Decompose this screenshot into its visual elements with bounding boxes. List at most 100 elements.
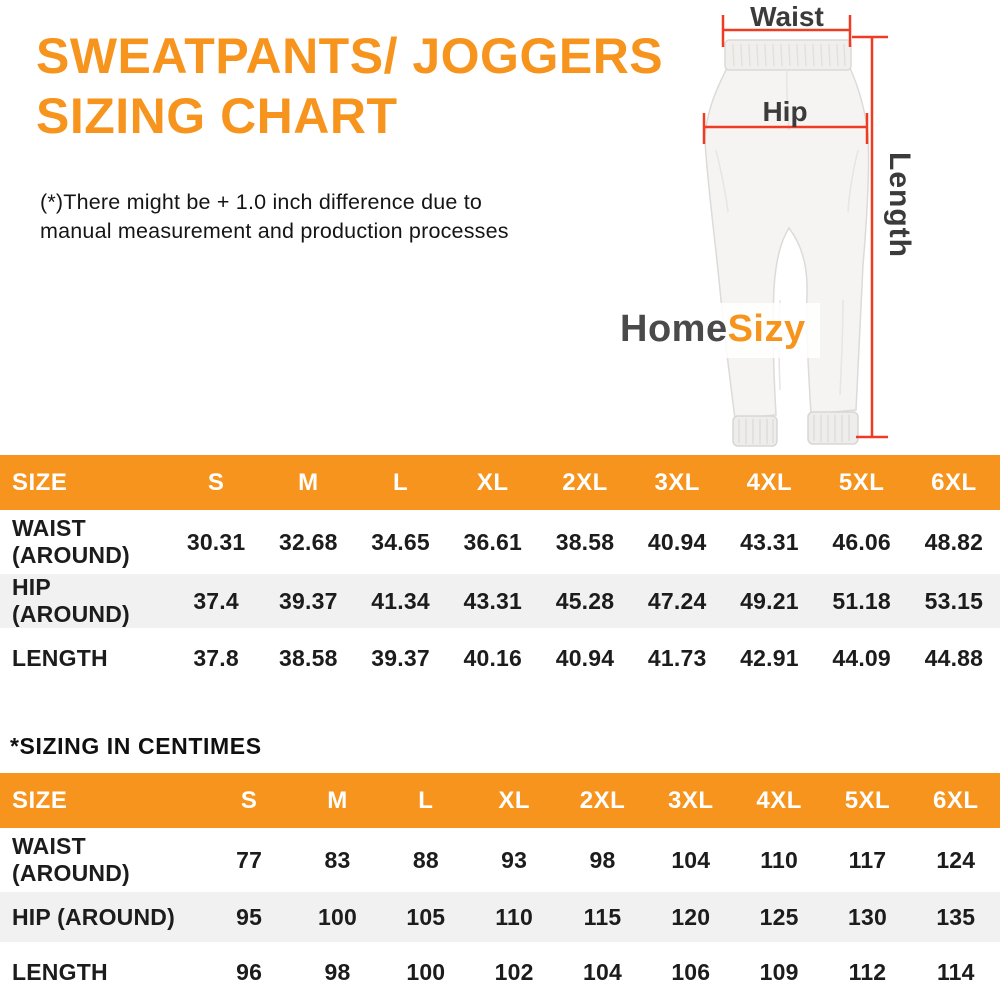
inch-header-4xl: 4XL	[723, 455, 816, 510]
logo-home-text: Home	[620, 308, 728, 350]
cm-table-header-row: SIZE S M L XL 2XL 3XL 4XL 5XL 6XL	[0, 773, 1000, 828]
inch-header-xl: XL	[446, 455, 539, 510]
inch-row-waist: WAIST (AROUND) 30.31 32.68 34.65 36.61 3…	[0, 515, 1000, 569]
cell: 130	[823, 892, 912, 942]
cell: 39.37	[262, 574, 355, 628]
cell: 83	[324, 846, 351, 873]
cm-header-l: L	[381, 773, 470, 828]
row-label: WAIST (AROUND)	[12, 833, 130, 886]
cell: 109	[759, 958, 799, 985]
inch-header-5xl: 5XL	[815, 455, 908, 510]
joggers-measurement-diagram: Waist Hip Length HomeSizy	[600, 0, 1000, 455]
joggers-illustration	[702, 15, 888, 447]
cell: 100	[406, 958, 446, 985]
cell: 32.68	[279, 528, 338, 555]
cell: 53.15	[907, 574, 1000, 628]
disclaimer-line2: manual measurement and production proces…	[40, 219, 509, 243]
cm-header-m: M	[293, 773, 382, 828]
length-measure-label: Length	[883, 152, 916, 258]
hip-measure-label: Hip	[762, 96, 808, 127]
inch-table-header-row: SIZE S M L XL 2XL 3XL 4XL 5XL 6XL	[0, 455, 1000, 510]
waist-measure-label: Waist	[750, 1, 824, 32]
cm-header-4xl: 4XL	[734, 773, 824, 828]
waistband-pleats	[732, 43, 846, 67]
cell: 37.8	[193, 644, 239, 671]
size-table-centimeters: SIZE S M L XL 2XL 3XL 4XL 5XL 6XL WAIST …	[0, 768, 1000, 1000]
cell: 37.4	[170, 574, 263, 628]
cell: 112	[848, 958, 887, 985]
cell: 43.31	[740, 528, 799, 555]
cell: 44.09	[832, 644, 891, 671]
cm-row-waist: WAIST (AROUND) 77 83 88 93 98 104 110 11…	[0, 833, 1000, 887]
cell: 110	[760, 846, 798, 873]
cell: 115	[558, 892, 647, 942]
inch-header-l: L	[354, 455, 447, 510]
inch-row-hip: HIP (AROUND) 37.4 39.37 41.34 43.31 45.2…	[0, 574, 1000, 628]
cell: 36.61	[463, 528, 523, 555]
cell: 43.31	[446, 574, 539, 628]
cell: 88	[412, 846, 439, 873]
disclaimer-line1: (*)There might be + 1.0 inch difference …	[40, 190, 483, 214]
inch-header-s: S	[170, 455, 263, 510]
cell: 40.16	[463, 644, 523, 671]
cell: 117	[848, 846, 887, 873]
cell: 98	[589, 846, 616, 873]
page-title-line2: SIZING CHART	[36, 88, 398, 144]
cell: 46.06	[832, 528, 891, 555]
size-table-inches: SIZE S M L XL 2XL 3XL 4XL 5XL 6XL WAIST …	[0, 450, 1000, 688]
measurement-lines	[702, 15, 888, 439]
row-label: HIP (AROUND)	[0, 892, 205, 942]
page-title-line1: SWEATPANTS/ JOGGERS	[36, 28, 664, 84]
inch-row-length: LENGTH 37.8 38.58 39.37 40.16 40.94 41.7…	[0, 633, 1000, 683]
cell: 105	[381, 892, 470, 942]
cell: 98	[324, 958, 351, 985]
cell: 40.94	[647, 528, 707, 555]
cell: 48.82	[924, 528, 984, 555]
cell: 77	[236, 846, 263, 873]
cell: 110	[469, 892, 559, 942]
cm-header-xl: XL	[469, 773, 559, 828]
cm-section-heading: *SIZING IN CENTIMES	[10, 733, 262, 759]
cell: 41.73	[647, 644, 707, 671]
cell: 44.88	[924, 644, 984, 671]
inch-header-2xl: 2XL	[538, 455, 632, 510]
row-label: LENGTH	[12, 644, 108, 671]
row-label: WAIST (AROUND)	[12, 515, 130, 568]
cell: 40.94	[555, 644, 615, 671]
page-title: SWEATPANTS/ JOGGERS SIZING CHART	[36, 26, 663, 146]
cell: 30.31	[186, 528, 246, 555]
cell: 51.18	[815, 574, 908, 628]
cm-header-5xl: 5XL	[823, 773, 912, 828]
cell: 125	[734, 892, 824, 942]
cell: 42.91	[740, 644, 799, 671]
inch-header-m: M	[262, 455, 355, 510]
row-label: HIP (AROUND)	[0, 574, 170, 628]
cell: 106	[671, 958, 711, 985]
cell: 49.21	[723, 574, 816, 628]
cell: 39.37	[371, 644, 430, 671]
cell: 114	[936, 958, 975, 985]
cell: 120	[646, 892, 735, 942]
cell: 96	[236, 958, 263, 985]
cm-header-3xl: 3XL	[646, 773, 735, 828]
cell: 102	[494, 958, 534, 985]
cell: 95	[205, 892, 294, 942]
pants-cuffs	[732, 411, 859, 447]
cm-row-hip: HIP (AROUND) 95 100 105 110 115 120 125 …	[0, 892, 1000, 942]
cell: 104	[671, 846, 711, 873]
measurement-disclaimer: (*)There might be + 1.0 inch difference …	[40, 188, 509, 246]
cell: 135	[911, 892, 1000, 942]
inch-header-size: SIZE	[0, 455, 170, 510]
cell: 104	[582, 958, 622, 985]
cm-header-6xl: 6XL	[911, 773, 1000, 828]
cell: 124	[936, 846, 976, 873]
pants-waistband	[724, 39, 852, 71]
inch-header-6xl: 6XL	[907, 455, 1000, 510]
cm-header-2xl: 2XL	[558, 773, 647, 828]
cell: 34.65	[371, 528, 430, 555]
cell: 38.58	[279, 644, 338, 671]
cell: 38.58	[555, 528, 615, 555]
cell: 45.28	[538, 574, 632, 628]
cm-header-s: S	[205, 773, 294, 828]
